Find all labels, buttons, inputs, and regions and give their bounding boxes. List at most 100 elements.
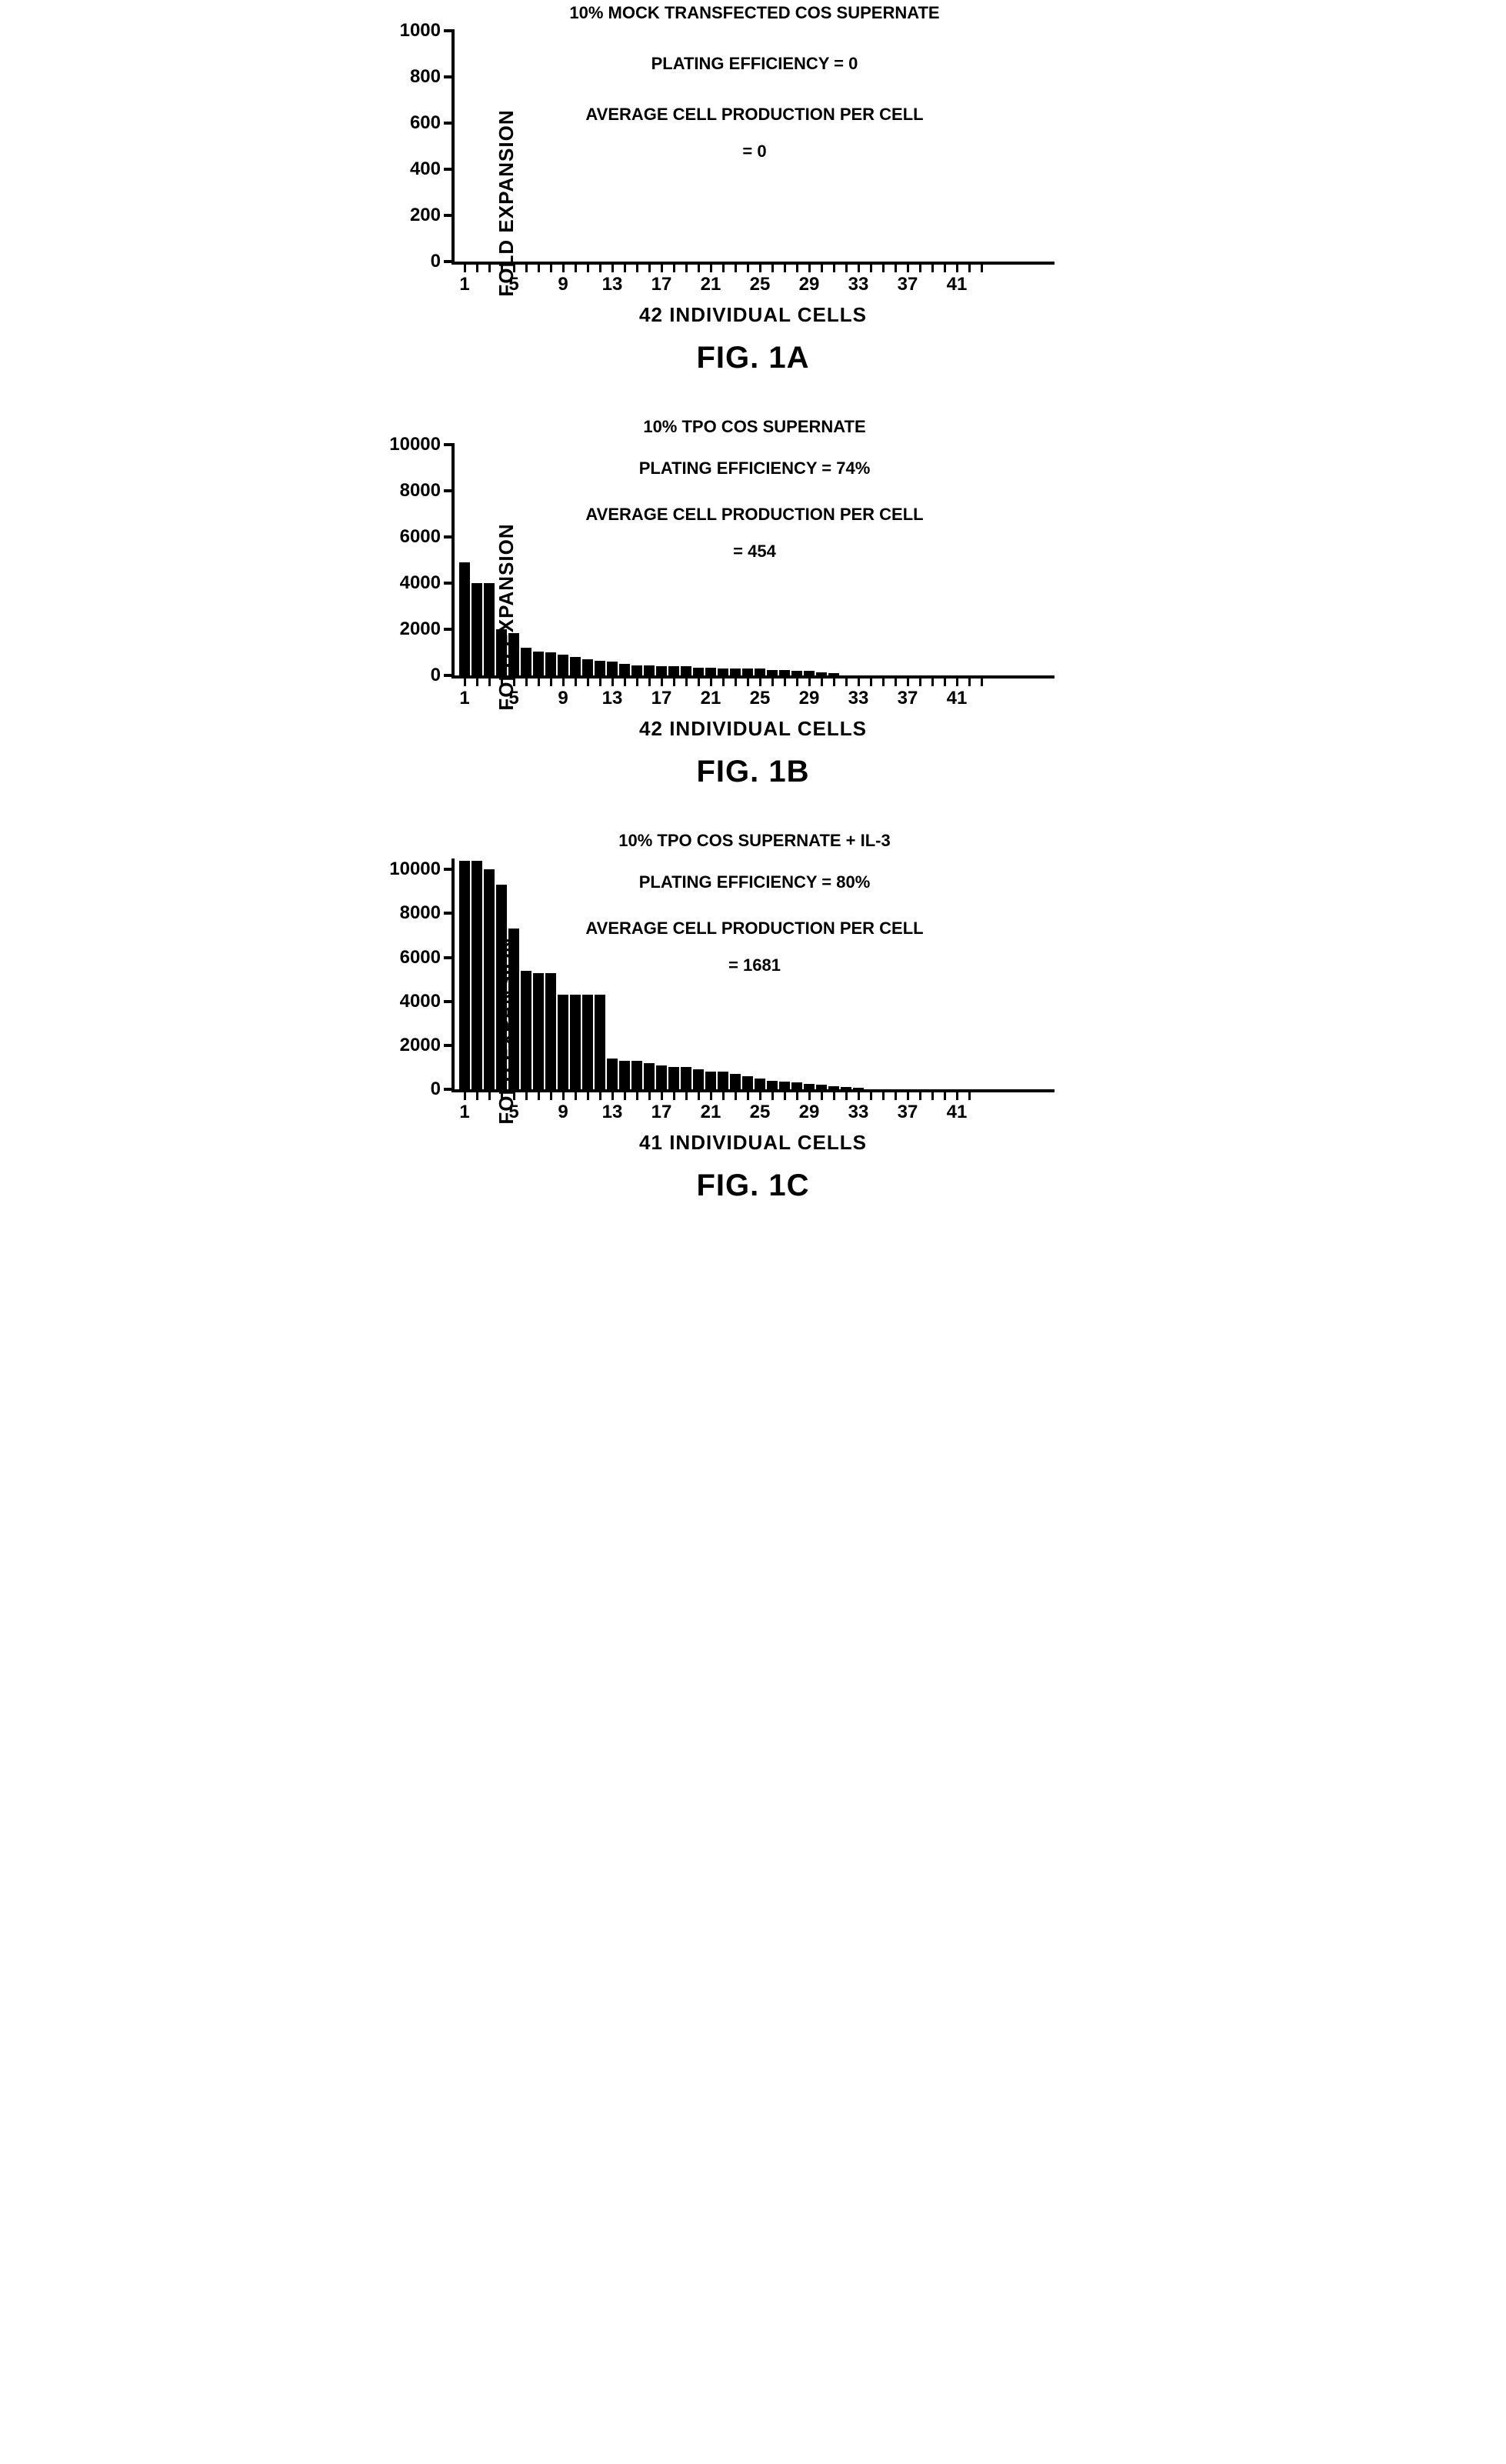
plot-wrap: 10% TPO COS SUPERNATE + IL-3PLATING EFFI… (451, 859, 1055, 1203)
x-axis-label: 42 INDIVIDUAL CELLS (451, 303, 1055, 327)
chart-annotation: 10% MOCK TRANSFECTED COS SUPERNATE (455, 3, 1055, 23)
x-axis-label: 41 INDIVIDUAL CELLS (451, 1131, 1055, 1155)
x-tick (501, 262, 503, 272)
y-tick-label: 4000 (400, 572, 455, 594)
bar (558, 655, 568, 675)
x-tick (488, 675, 491, 686)
x-tick-label: 41 (947, 262, 968, 295)
bar (718, 669, 728, 675)
x-tick (698, 675, 700, 686)
bar (804, 1084, 815, 1089)
x-tick (870, 1089, 872, 1100)
bar (791, 1082, 802, 1089)
x-tick-label: 13 (602, 262, 623, 295)
x-tick (968, 675, 971, 686)
x-tick (771, 1089, 774, 1100)
bar (607, 662, 618, 675)
bar (545, 652, 556, 675)
bar (693, 668, 704, 676)
x-tick-label: 37 (898, 262, 918, 295)
bar (767, 1081, 778, 1089)
x-tick (648, 1089, 651, 1100)
y-tick-label: 4000 (400, 991, 455, 1012)
x-tick (575, 675, 577, 686)
x-tick (488, 262, 491, 272)
x-tick (538, 1089, 540, 1100)
x-tick (747, 1089, 749, 1100)
x-tick (587, 262, 589, 272)
bar (767, 670, 778, 676)
bar (582, 995, 593, 1089)
x-tick (476, 1089, 478, 1100)
fig1c-block: FOLD EXPANSION10% TPO COS SUPERNATE + IL… (451, 859, 1055, 1203)
x-tick-label: 25 (750, 262, 771, 295)
x-tick (919, 675, 921, 686)
x-tick (895, 262, 897, 272)
bar (656, 666, 667, 675)
x-tick (771, 675, 774, 686)
x-tick (919, 262, 921, 272)
x-tick (870, 675, 872, 686)
x-tick (722, 1089, 725, 1100)
bar (681, 666, 691, 675)
x-tick (747, 262, 749, 272)
bar (496, 629, 507, 675)
x-tick-label: 33 (848, 262, 869, 295)
bar (681, 1067, 691, 1089)
bar (705, 1072, 716, 1089)
bar (755, 669, 765, 675)
y-tick-label: 1000 (400, 20, 455, 42)
figure-label: FIG. 1C (451, 1169, 1055, 1203)
x-tick (673, 1089, 675, 1100)
x-tick (673, 262, 675, 272)
fig1b-block: FOLD EXPANSION10% TPO COS SUPERNATEPLATI… (451, 445, 1055, 789)
plot-area: 10% MOCK TRANSFECTED COS SUPERNATEPLATIN… (451, 31, 1055, 265)
x-tick (981, 675, 983, 686)
bar (656, 1065, 667, 1089)
bar (595, 661, 605, 676)
x-tick (624, 262, 626, 272)
bar (521, 971, 531, 1089)
bar (558, 995, 568, 1089)
bar (496, 885, 507, 1089)
plot-area: 10% TPO COS SUPERNATEPLATING EFFICIENCY … (451, 445, 1055, 679)
bar (582, 659, 593, 675)
x-tick (833, 262, 835, 272)
x-tick (845, 1089, 848, 1100)
x-tick (538, 262, 540, 272)
x-tick (673, 675, 675, 686)
bar (570, 995, 581, 1089)
bar (631, 665, 642, 676)
x-tick-label: 41 (947, 1089, 968, 1123)
bar (521, 648, 531, 675)
x-tick-label: 37 (898, 1089, 918, 1123)
x-tick-label: 17 (651, 1089, 672, 1123)
x-tick-label: 9 (558, 1089, 568, 1123)
bar (508, 633, 519, 676)
bar (779, 1082, 790, 1089)
y-tick-label: 0 (431, 251, 455, 272)
bar (742, 1076, 753, 1089)
x-tick (981, 262, 983, 272)
bar (545, 973, 556, 1089)
x-tick (599, 675, 601, 686)
x-tick-label: 29 (799, 1089, 820, 1123)
bar (755, 1079, 765, 1089)
x-tick (501, 1089, 503, 1100)
bar (459, 562, 470, 675)
plot-wrap: 10% MOCK TRANSFECTED COS SUPERNATEPLATIN… (451, 31, 1055, 375)
x-tick-label: 17 (651, 675, 672, 709)
chart-annotation: 10% TPO COS SUPERNATE (455, 417, 1055, 437)
bars-container (455, 859, 964, 1089)
x-tick-label: 21 (701, 1089, 721, 1123)
x-tick (525, 675, 528, 686)
x-tick (944, 675, 946, 686)
x-tick (624, 1089, 626, 1100)
bar (718, 1072, 728, 1089)
bar (644, 665, 655, 676)
bar (471, 583, 482, 675)
bar (705, 668, 716, 676)
x-tick (747, 675, 749, 686)
y-tick-label: 6000 (400, 526, 455, 548)
x-tick (599, 1089, 601, 1100)
